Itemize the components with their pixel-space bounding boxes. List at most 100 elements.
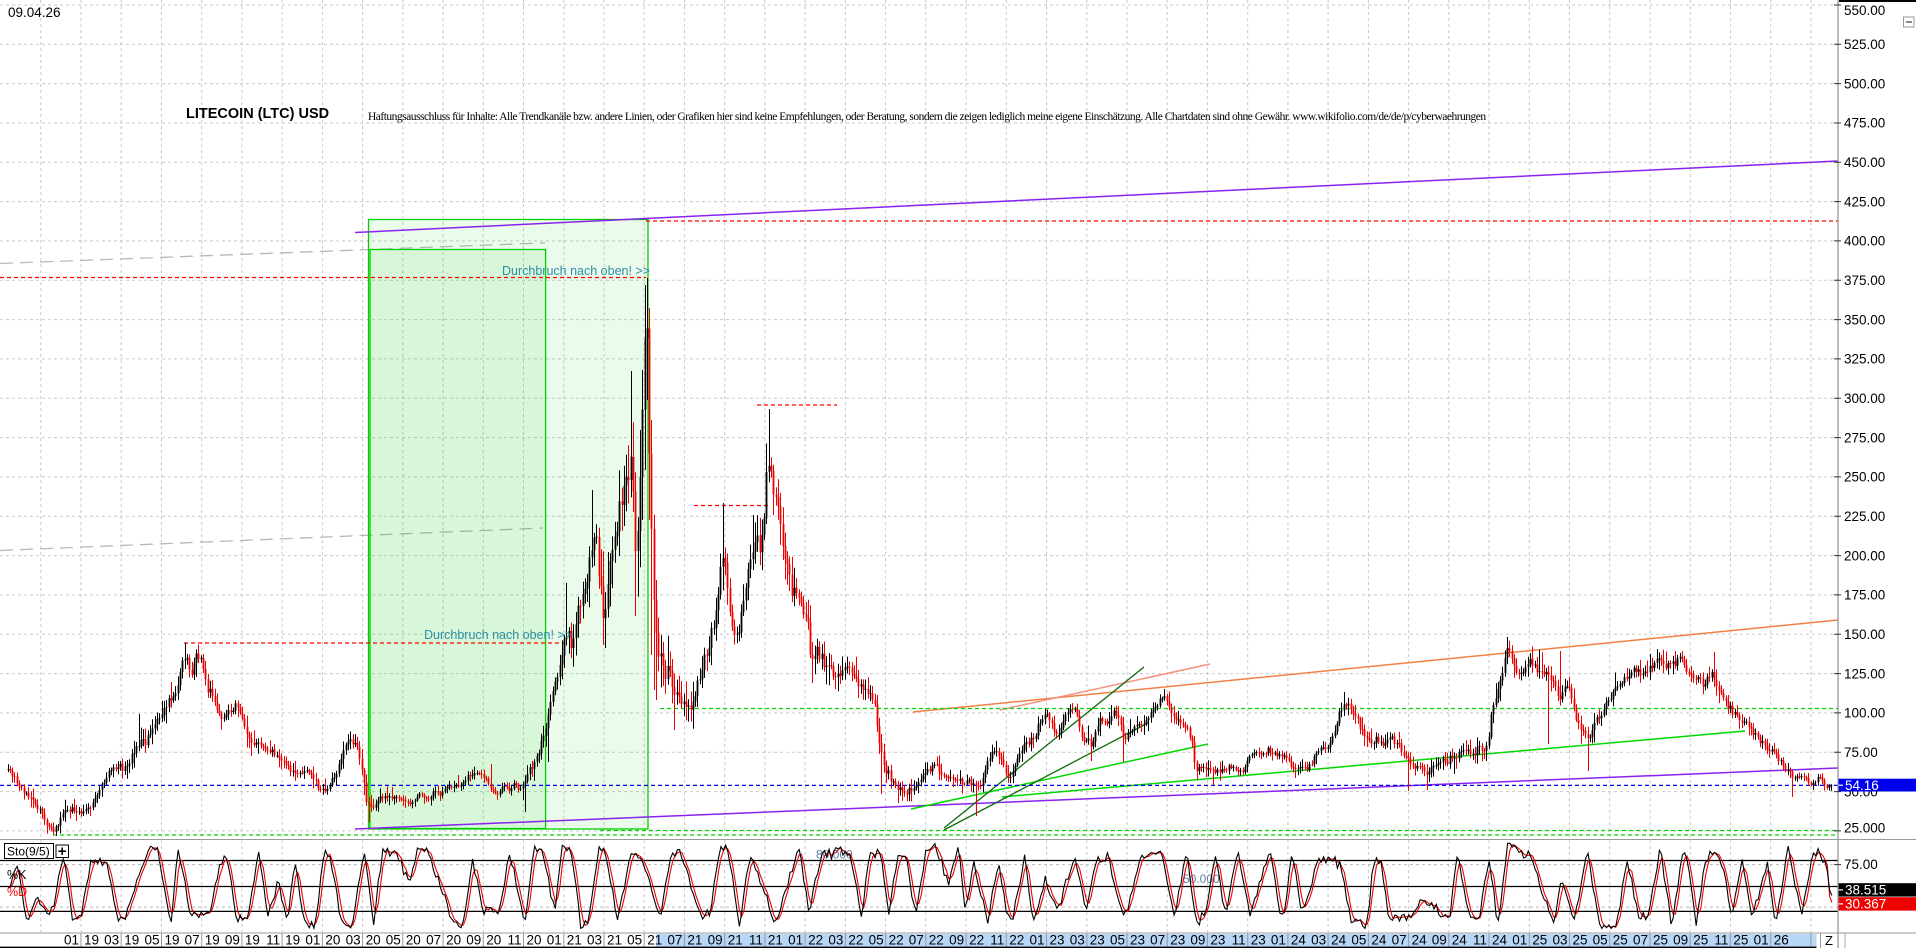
svg-text:20: 20: [486, 933, 501, 948]
svg-text:21: 21: [687, 933, 702, 948]
svg-text:19: 19: [285, 933, 300, 948]
svg-text:22: 22: [889, 933, 904, 948]
svg-text:500.00: 500.00: [1844, 76, 1885, 91]
svg-text:23: 23: [1251, 933, 1266, 948]
svg-text:24: 24: [1291, 933, 1307, 948]
svg-text:07: 07: [1392, 933, 1407, 948]
svg-text:24: 24: [1452, 933, 1468, 948]
svg-text:19: 19: [165, 933, 180, 948]
svg-text:25: 25: [1532, 933, 1547, 948]
svg-text:11: 11: [1473, 933, 1487, 948]
svg-text:21: 21: [567, 933, 582, 948]
svg-text:01: 01: [64, 933, 79, 948]
svg-text:21: 21: [728, 933, 743, 948]
svg-text:03: 03: [1070, 933, 1085, 948]
svg-text:09: 09: [225, 933, 240, 948]
svg-text:200.00: 200.00: [1844, 548, 1885, 563]
svg-text:25: 25: [1613, 933, 1628, 948]
svg-text:09: 09: [1190, 933, 1205, 948]
svg-text:20: 20: [325, 933, 340, 948]
svg-text:19: 19: [205, 933, 220, 948]
svg-text:01: 01: [1512, 933, 1527, 948]
svg-text:150.00: 150.00: [1844, 627, 1885, 642]
svg-text:25: 25: [1653, 933, 1668, 948]
svg-text:24: 24: [1492, 933, 1508, 948]
svg-text:25.000: 25.000: [1844, 821, 1885, 836]
svg-text:125.00: 125.00: [1844, 666, 1885, 681]
svg-text:24: 24: [1412, 933, 1428, 948]
svg-text:23: 23: [1130, 933, 1145, 948]
svg-text:05: 05: [1593, 933, 1608, 948]
svg-text:26: 26: [1774, 933, 1789, 948]
svg-text:07: 07: [1633, 933, 1648, 948]
svg-text:07: 07: [667, 933, 682, 948]
svg-text:03: 03: [828, 933, 843, 948]
svg-text:09: 09: [708, 933, 723, 948]
svg-text:01: 01: [1754, 933, 1769, 948]
svg-text:07: 07: [426, 933, 441, 948]
svg-text:22: 22: [848, 933, 863, 948]
svg-text:09: 09: [1432, 933, 1447, 948]
svg-text:03: 03: [587, 933, 602, 948]
svg-text:22: 22: [929, 933, 944, 948]
svg-text:09.04.26: 09.04.26: [8, 5, 61, 20]
svg-text:19: 19: [124, 933, 139, 948]
svg-text:20: 20: [527, 933, 542, 948]
svg-text:275.00: 275.00: [1844, 430, 1885, 445]
svg-text:01: 01: [1029, 933, 1044, 948]
svg-text:25: 25: [1733, 933, 1748, 948]
svg-text:225.00: 225.00: [1844, 509, 1885, 524]
svg-text:Haftungsausschluss für Inhalte: Haftungsausschluss für Inhalte: Alle Tre…: [368, 111, 1486, 123]
svg-text:38.515: 38.515: [1845, 883, 1886, 898]
svg-text:07: 07: [185, 933, 200, 948]
svg-text:450.00: 450.00: [1844, 155, 1885, 170]
svg-text:21: 21: [768, 933, 783, 948]
svg-text:22: 22: [969, 933, 984, 948]
svg-text:Durchbruch nach oben! >>: Durchbruch nach oben! >>: [502, 264, 650, 278]
svg-text:%D: %D: [7, 885, 27, 899]
svg-text:75.00: 75.00: [1844, 745, 1878, 760]
svg-text:11: 11: [507, 933, 521, 948]
svg-text:21: 21: [607, 933, 622, 948]
svg-text:09: 09: [949, 933, 964, 948]
svg-text:23: 23: [1170, 933, 1185, 948]
svg-text:350.00: 350.00: [1844, 312, 1885, 327]
svg-text:09: 09: [466, 933, 481, 948]
svg-text:550.00: 550.00: [1844, 3, 1885, 18]
svg-text:03: 03: [104, 933, 119, 948]
svg-text:475.00: 475.00: [1844, 116, 1885, 131]
svg-text:175.00: 175.00: [1844, 588, 1885, 603]
svg-text:54.16: 54.16: [1845, 778, 1879, 793]
svg-text:20: 20: [406, 933, 421, 948]
svg-text:LITECOIN (LTC) USD: LITECOIN (LTC) USD: [186, 106, 329, 122]
svg-text:05: 05: [144, 933, 159, 948]
svg-text:30.367: 30.367: [1845, 897, 1886, 912]
svg-text:11: 11: [749, 933, 763, 948]
svg-text:375.00: 375.00: [1844, 273, 1885, 288]
svg-text:11: 11: [990, 933, 1004, 948]
svg-text:07: 07: [909, 933, 924, 948]
svg-text:05: 05: [869, 933, 884, 948]
svg-text:01: 01: [547, 933, 562, 948]
svg-text:250.00: 250.00: [1844, 470, 1885, 485]
svg-text:03: 03: [1552, 933, 1567, 948]
svg-text:01: 01: [305, 933, 320, 948]
svg-text:09: 09: [1673, 933, 1688, 948]
svg-text:525.00: 525.00: [1844, 37, 1885, 52]
svg-text:03: 03: [1311, 933, 1326, 948]
svg-text:100.00: 100.00: [1844, 706, 1885, 721]
svg-text:05: 05: [627, 933, 642, 948]
svg-text:05: 05: [386, 933, 401, 948]
svg-text:19: 19: [245, 933, 260, 948]
svg-text:Durchbruch nach oben! >>: Durchbruch nach oben! >>: [424, 628, 572, 642]
svg-text:20: 20: [366, 933, 381, 948]
svg-text:75.00: 75.00: [1844, 857, 1878, 872]
svg-text:11: 11: [1232, 933, 1246, 948]
svg-text:03: 03: [346, 933, 361, 948]
svg-text:21: 21: [647, 933, 662, 948]
svg-text:19: 19: [84, 933, 99, 948]
svg-text:425.00: 425.00: [1844, 194, 1885, 209]
svg-text:11: 11: [266, 933, 280, 948]
svg-text:325.00: 325.00: [1844, 352, 1885, 367]
svg-text:07: 07: [1150, 933, 1165, 948]
